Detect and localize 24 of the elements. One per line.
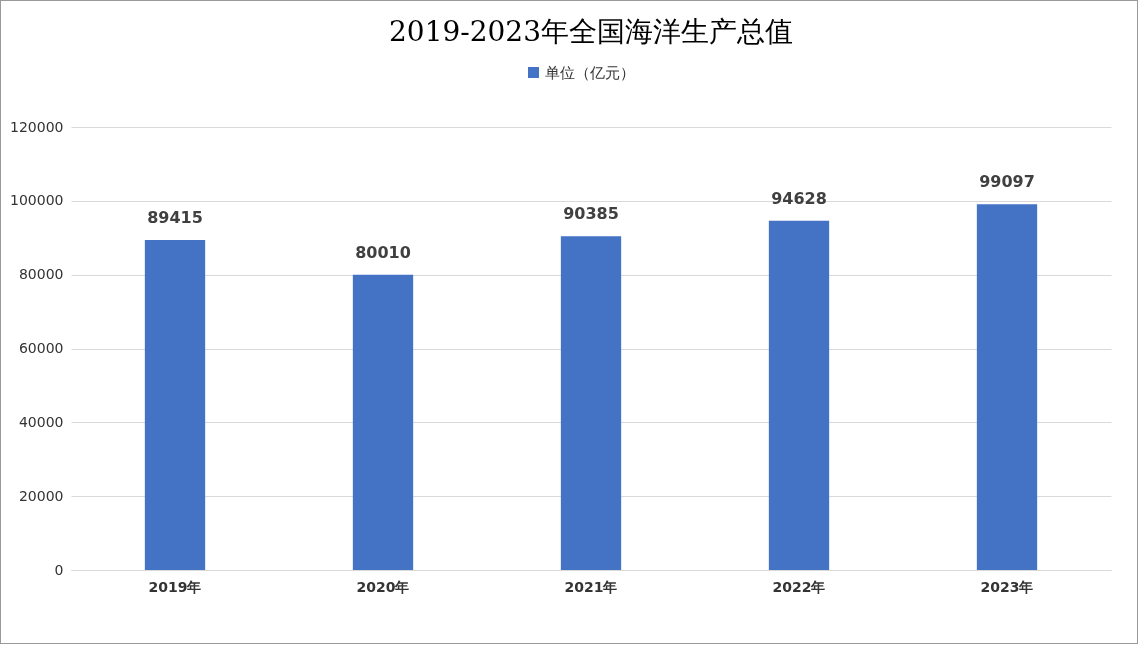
- x-tick-label: 2019年: [148, 578, 202, 595]
- bar: [144, 239, 206, 570]
- y-tick-label: 20000: [18, 487, 64, 504]
- y-tick-label: 80000: [18, 266, 64, 283]
- x-tick-label: 2020年: [356, 578, 410, 595]
- y-tick-label: 100000: [10, 192, 64, 209]
- x-tick-label: 2022年: [772, 578, 826, 595]
- y-tick-label: 120000: [10, 118, 64, 135]
- bar: [352, 274, 414, 570]
- data-label: 80010: [355, 242, 411, 262]
- x-tick-label: 2023年: [980, 578, 1034, 595]
- legend-label: 单位（亿元）: [545, 63, 635, 82]
- y-tick-label: 60000: [18, 340, 64, 356]
- bar: [560, 236, 622, 570]
- data-label: 99097: [979, 172, 1035, 192]
- bar: [976, 204, 1038, 570]
- chart-title: 2019-2023年全国海洋生产总值: [389, 15, 793, 48]
- y-tick-label: 0: [54, 561, 64, 578]
- bar: [768, 220, 830, 570]
- data-label: 94628: [771, 188, 827, 208]
- y-tick-label: 40000: [18, 413, 64, 430]
- x-tick-label: 2021年: [564, 578, 618, 595]
- data-label: 89415: [147, 207, 203, 227]
- data-label: 90385: [563, 204, 619, 224]
